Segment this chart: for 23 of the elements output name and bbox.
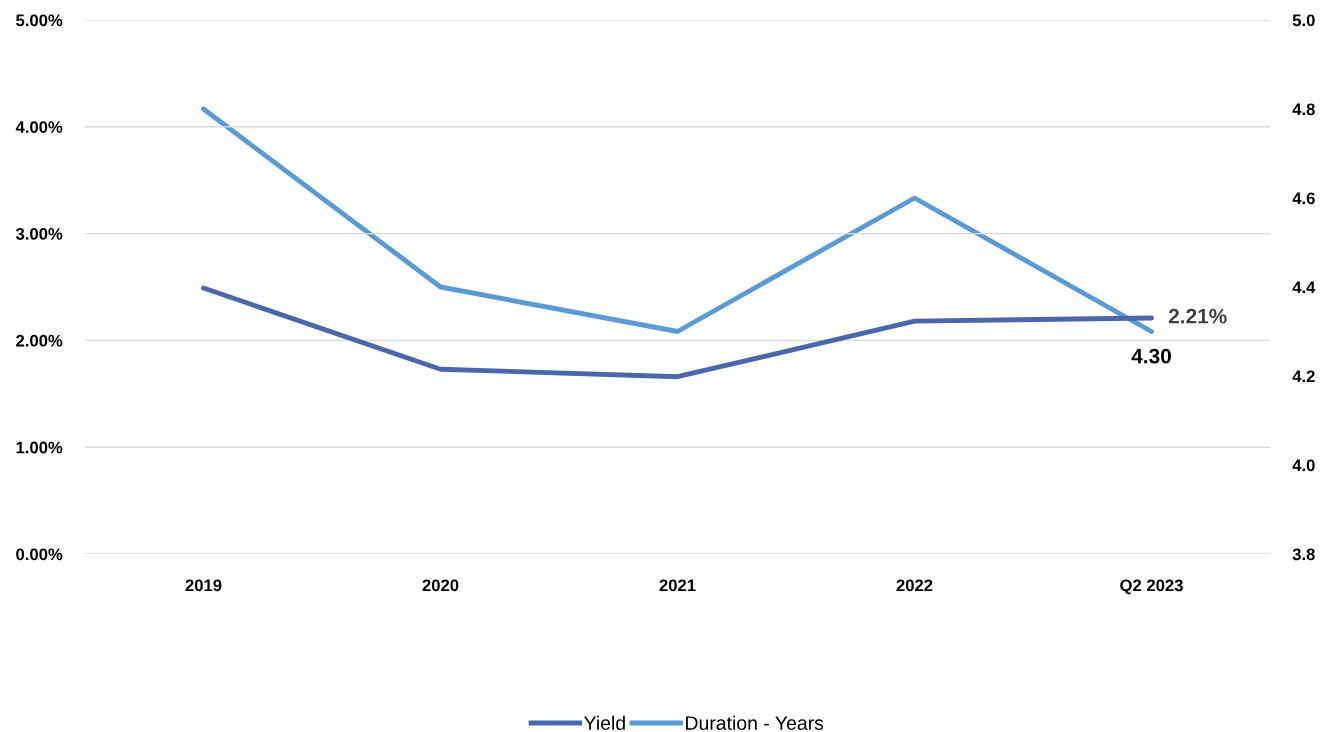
y2-tick-label: 4.0 [1292, 459, 1315, 472]
x-tick-label: 2020 [422, 579, 459, 592]
data-label: 4.30 [1131, 348, 1171, 364]
legend-label: Yield [584, 715, 625, 730]
y-tick-label: 3.00% [15, 228, 63, 240]
y2-tick-label: 4.8 [1292, 103, 1315, 116]
y2-tick-label: 3.8 [1292, 548, 1315, 561]
y2-tick-label: 4.2 [1292, 370, 1315, 383]
legend-label: Duration - Years [686, 715, 824, 730]
y-tick-label: 4.00% [15, 121, 63, 133]
line-series [201, 106, 1154, 334]
x-tick-label: 2021 [659, 579, 696, 592]
x-tick-label: 2022 [896, 579, 933, 592]
y2-tick-label: 5.0 [1292, 14, 1315, 27]
y-tick-label: 1.00% [16, 441, 63, 454]
y-tick-label: 5.00% [16, 14, 63, 27]
y2-tick-label: 4.6 [1292, 192, 1315, 205]
y-tick-label: 2.00% [16, 334, 63, 347]
x-tick-label: 2019 [185, 579, 222, 592]
data-label: 2.21% [1168, 308, 1227, 324]
y-tick-label: 0.00% [16, 548, 63, 561]
x-tick-label: Q2 2023 [1120, 579, 1183, 595]
y2-tick-label: 4.4 [1292, 281, 1316, 294]
